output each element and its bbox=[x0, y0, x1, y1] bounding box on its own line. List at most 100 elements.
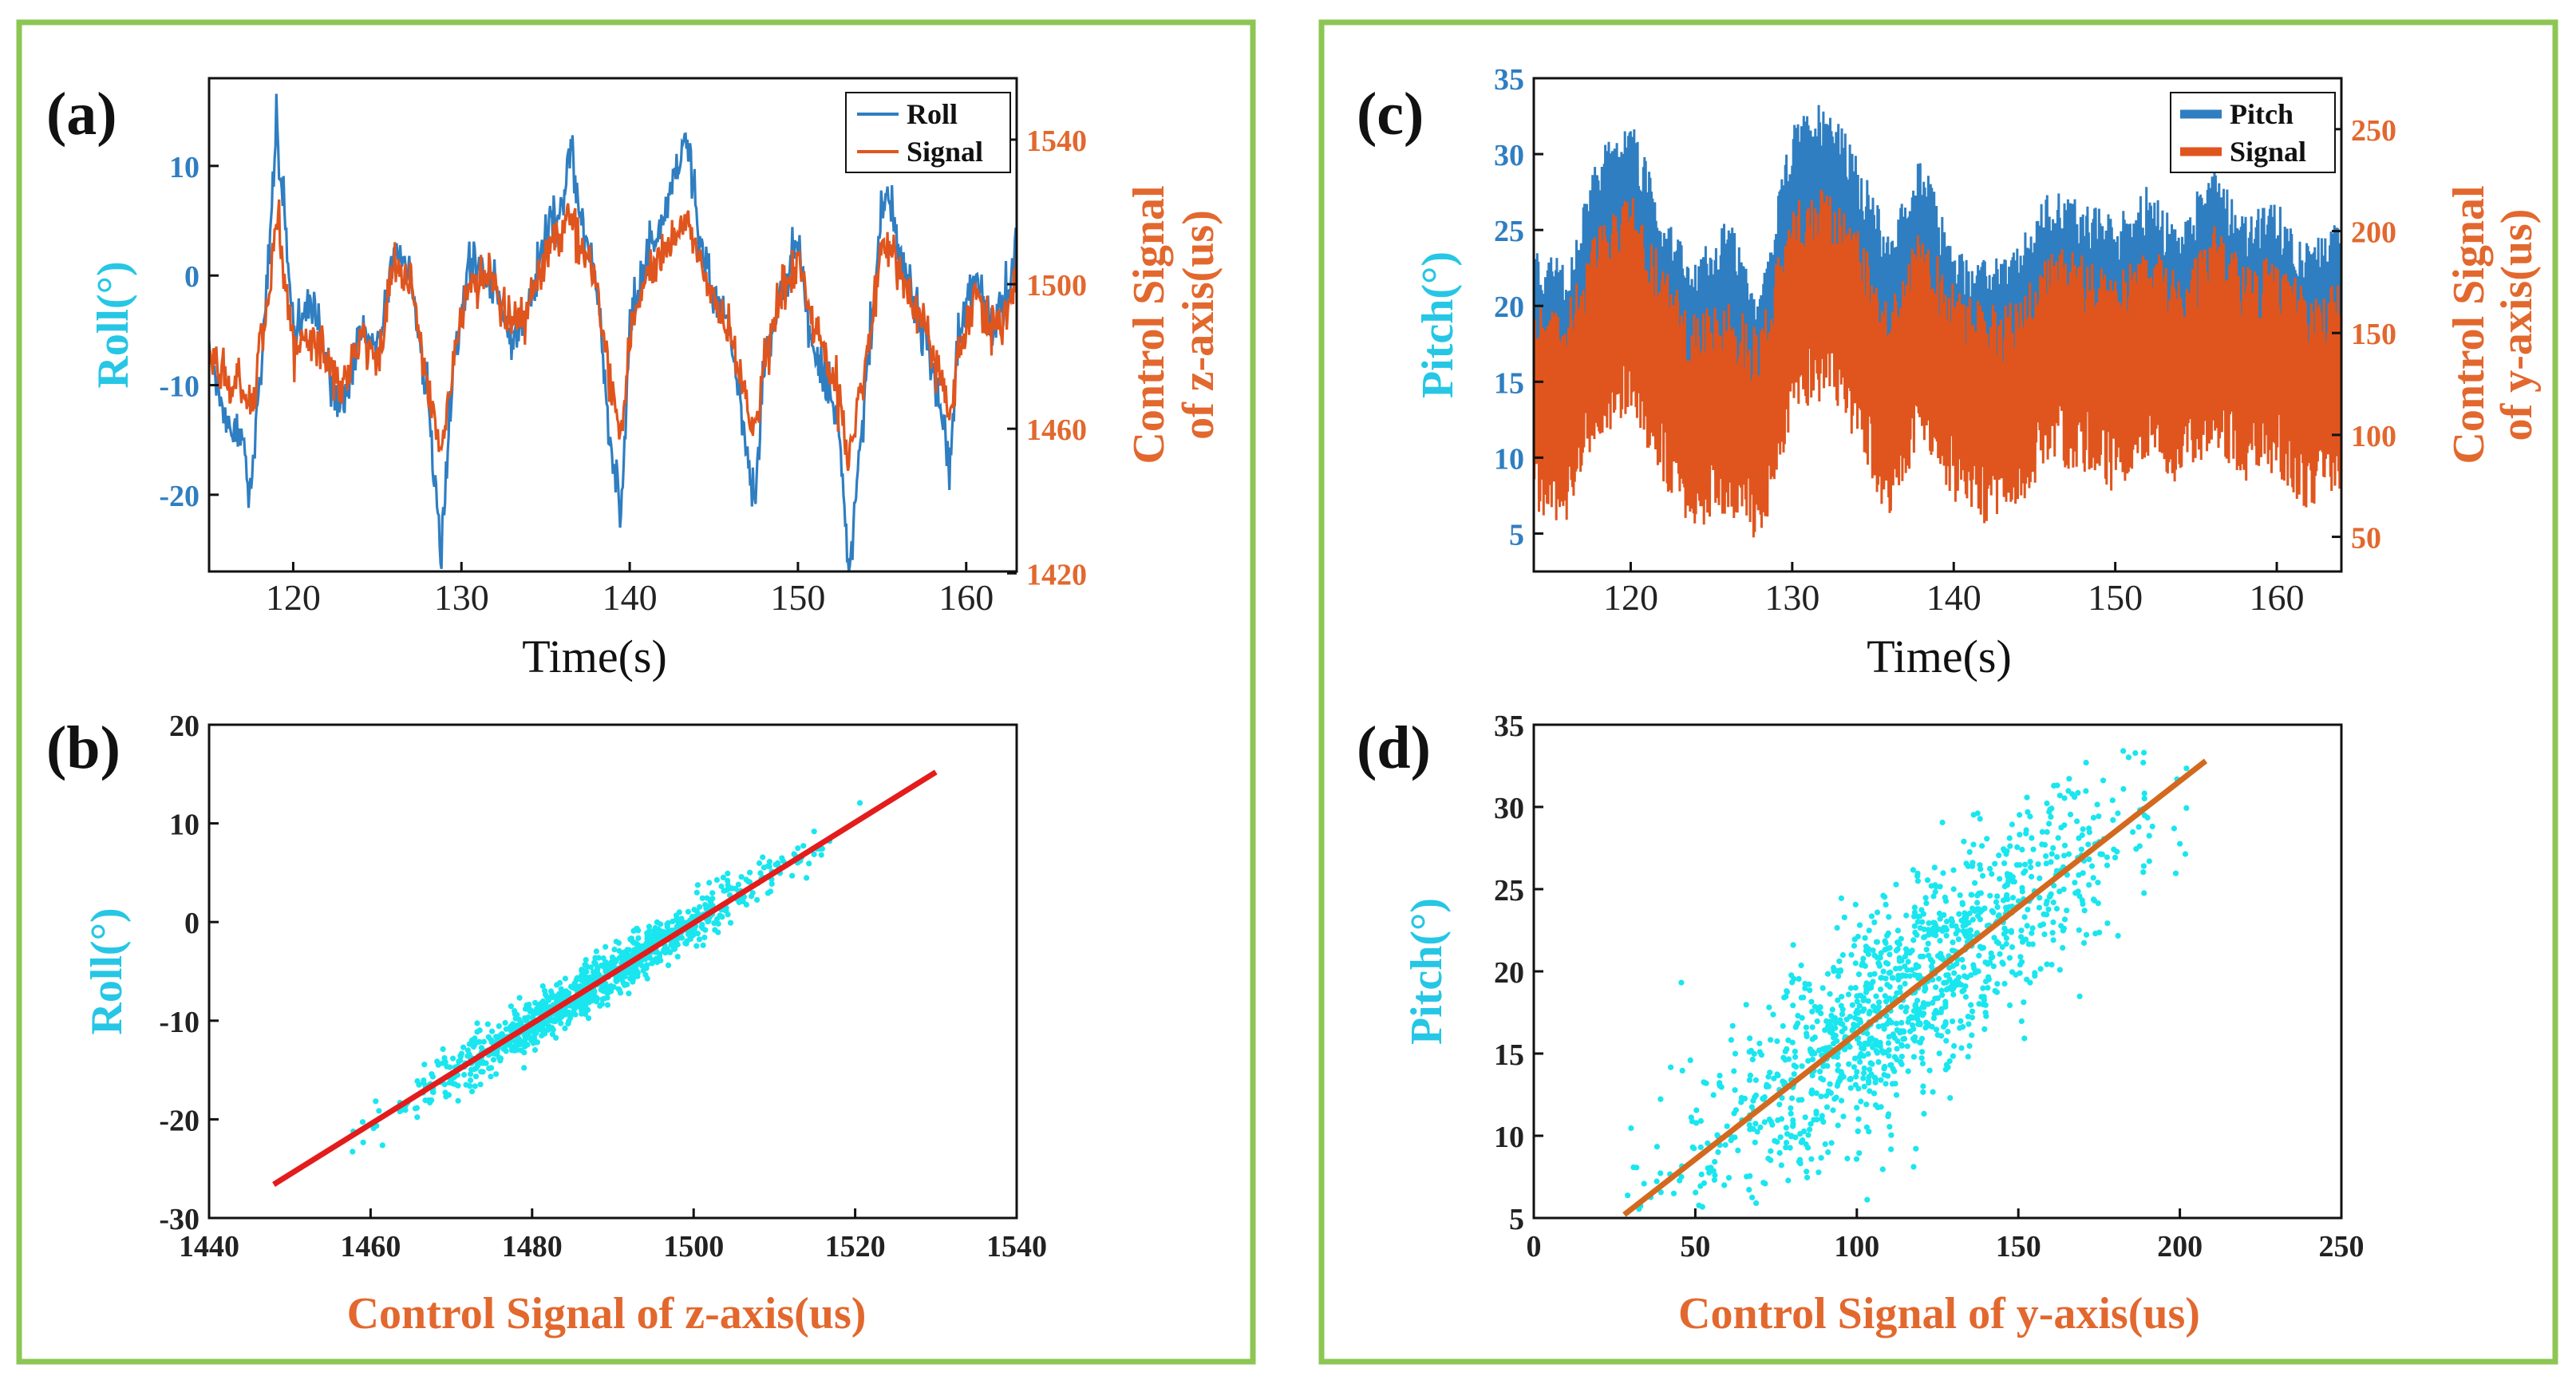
chart-d-scatter-point bbox=[2090, 896, 2097, 903]
chart-d-scatter-point bbox=[1880, 1050, 1887, 1056]
chart-d-scatter-point bbox=[2005, 876, 2012, 883]
chart-d-scatter-point bbox=[1934, 1032, 1941, 1038]
chart-d-scatter-point bbox=[1712, 1172, 1718, 1179]
chart-d-scatter-point bbox=[1889, 1081, 1896, 1087]
chart-d-scatter-point bbox=[1910, 937, 1917, 943]
chart-b-scatter-point bbox=[543, 994, 551, 1000]
chart-d-scatter-point bbox=[1855, 933, 1861, 940]
chart-d-scatter-point bbox=[1852, 960, 1859, 967]
chart-d-scatter-point bbox=[2018, 934, 2025, 940]
chart-b-scatter-point bbox=[594, 965, 601, 971]
chart-d-scatter-point bbox=[1862, 1042, 1868, 1048]
chart-d-scatter-point bbox=[2086, 825, 2092, 832]
chart-d-scatter-point bbox=[2094, 801, 2100, 808]
chart-b-scatter-point bbox=[484, 1021, 491, 1027]
chart-d-scatter-point bbox=[1825, 1149, 1831, 1156]
chart-d-scatter-point bbox=[1698, 1171, 1705, 1177]
chart-d-scatter-point bbox=[1894, 1046, 1900, 1052]
chart-d-scatter-point bbox=[1814, 1018, 1820, 1025]
chart-d-scatter-point bbox=[1936, 910, 1942, 917]
chart-b-fit-line bbox=[272, 769, 938, 1187]
chart-d-scatter-point bbox=[1926, 931, 1932, 938]
chart-d-scatter-point bbox=[1866, 1080, 1872, 1086]
panel-frame-right bbox=[1318, 19, 2558, 1365]
chart-d-scatter-point bbox=[2136, 843, 2143, 849]
chart-b-scatter-point bbox=[693, 889, 700, 896]
chart-d-scatter-point bbox=[1747, 1072, 1753, 1078]
chart-d-scatter-point bbox=[1902, 953, 1908, 960]
chart-b-scatter-point bbox=[580, 968, 587, 975]
chart-d-scatter-point bbox=[2043, 860, 2049, 867]
chart-d-scatter-point bbox=[1876, 999, 1883, 1006]
chart-d-scatter-point bbox=[1799, 1097, 1805, 1103]
chart-d-scatter-point bbox=[1926, 1067, 1933, 1074]
chart-b-scatter-point bbox=[624, 981, 630, 988]
chart-b-scatter-point bbox=[661, 929, 667, 935]
chart-a-ytick-label-right: 1460 bbox=[1026, 413, 1087, 447]
chart-b-scatter-point bbox=[757, 870, 764, 876]
chart-b-scatter-point bbox=[379, 1142, 385, 1149]
chart-d-scatter-point bbox=[1951, 947, 1958, 954]
chart-d-scatter-point bbox=[2013, 862, 2020, 868]
chart-d-scatter-point bbox=[1878, 1077, 1884, 1083]
chart-d-scatter-point bbox=[1905, 959, 1911, 965]
chart-d-scatter-point bbox=[1887, 1062, 1894, 1069]
chart-d-scatter-point bbox=[1779, 1095, 1785, 1101]
chart-d-scatter-point bbox=[1888, 1132, 1894, 1138]
chart-d-scatter-point bbox=[1856, 1040, 1863, 1046]
chart-d-scatter-point bbox=[1796, 1158, 1802, 1165]
chart-d-scatter-point bbox=[1878, 950, 1884, 956]
chart-b-scatter-point bbox=[697, 904, 703, 910]
chart-d-scatter-point bbox=[1701, 1079, 1708, 1085]
chart-b-scatter-point bbox=[583, 957, 589, 963]
chart-b-scatter-point bbox=[654, 919, 661, 925]
chart-d-scatter-point bbox=[1657, 1096, 1664, 1102]
chart-d-scatter-point bbox=[1903, 1004, 1910, 1010]
chart-d-scatter-point bbox=[2074, 818, 2080, 824]
chart-d-scatter-point bbox=[1887, 969, 1894, 975]
chart-c-legend-pitch-label: Pitch bbox=[2230, 98, 2294, 130]
chart-d-scatter-point bbox=[1831, 1096, 1838, 1102]
chart-d-scatter-point bbox=[2061, 795, 2068, 801]
chart-d-scatter-point bbox=[1852, 1014, 1859, 1021]
chart-d-scatter-point bbox=[2080, 939, 2088, 946]
chart-d-scatter-point bbox=[2006, 955, 2013, 961]
chart-b-scatter-point bbox=[665, 919, 671, 927]
chart-b-scatter-point bbox=[630, 927, 637, 934]
chart-d-scatter-point bbox=[1994, 981, 2001, 987]
chart-d-scatter-point bbox=[1954, 961, 1960, 967]
chart-d-scatter-point bbox=[2085, 841, 2092, 848]
chart-d-scatter-point bbox=[2039, 828, 2045, 835]
chart-d-scatter-point bbox=[2076, 893, 2083, 900]
chart-d-scatter-point bbox=[1776, 1101, 1783, 1108]
chart-b-scatter-point bbox=[443, 1093, 449, 1100]
chart-d-scatter-point bbox=[1839, 994, 1845, 1000]
chart-d-scatter-point bbox=[1765, 1155, 1772, 1162]
chart-d-scatter-point bbox=[1670, 1190, 1677, 1196]
chart-d-scatter-point bbox=[1834, 1038, 1840, 1044]
chart-b-scatter-point bbox=[421, 1062, 428, 1068]
chart-d-scatter-point bbox=[1937, 938, 1943, 944]
chart-a-xtick-label: 140 bbox=[603, 577, 658, 618]
chart-d-scatter-point bbox=[2056, 793, 2063, 799]
chart-d-scatter-point bbox=[2029, 925, 2036, 931]
chart-d-scatter-point bbox=[2060, 927, 2066, 934]
chart-d-scatter-point bbox=[1928, 963, 1934, 970]
chart-d-scatter-point bbox=[1933, 1026, 1940, 1033]
chart-b-scatter-point bbox=[727, 919, 734, 926]
chart-b-scatter-point bbox=[670, 918, 676, 925]
chart-b-scatter-point bbox=[510, 1021, 516, 1027]
chart-d-scatter-point bbox=[1805, 1058, 1811, 1064]
chart-d-scatter-point bbox=[1940, 870, 1946, 876]
chart-d-scatter-point bbox=[1950, 939, 1956, 946]
chart-d-scatter-point bbox=[1943, 987, 1950, 993]
chart-b-scatter-point bbox=[725, 870, 731, 876]
chart-d-scatter-point bbox=[1919, 1012, 1926, 1018]
chart-b-scatter-point bbox=[570, 1002, 576, 1008]
chart-d-scatter-point bbox=[1858, 1098, 1864, 1105]
chart-d-scatter-point bbox=[2112, 854, 2119, 860]
chart-c-pitch-vs-time: (c) 120 130 140 150 160 5 10 15 20 25 30 35 50 100 150… bbox=[1357, 63, 2542, 682]
chart-d-scatter-point bbox=[1930, 999, 1936, 1006]
chart-b-scatter-point bbox=[740, 898, 746, 904]
chart-b-scatter-point bbox=[766, 863, 772, 870]
